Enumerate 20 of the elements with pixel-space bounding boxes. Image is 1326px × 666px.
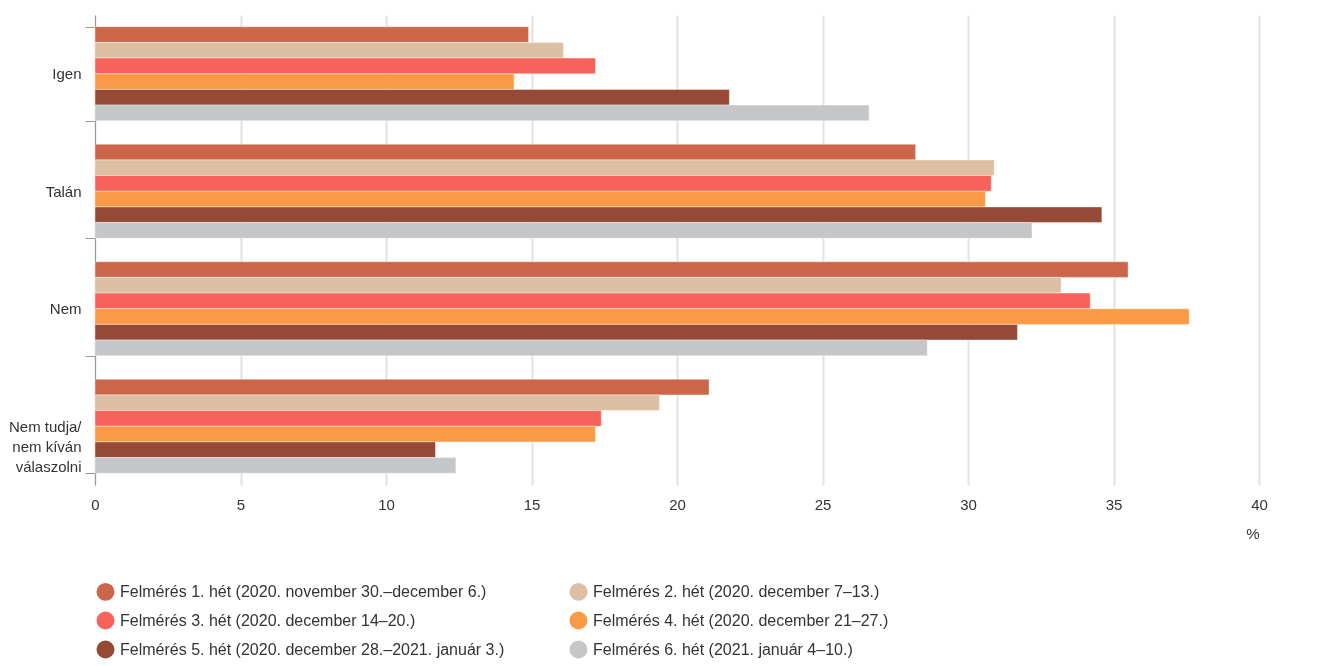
x-tick-label: 40 (1251, 495, 1268, 513)
y-tick-label: Nem (49, 300, 82, 318)
legend-label: Felmérés 2. hét (2020. december 7–13.) (593, 582, 880, 600)
x-tick-label: 25 (814, 495, 832, 513)
legend-label: Felmérés 3. hét (2020. december 14–20.) (120, 611, 416, 629)
x-tick-label: 0 (91, 495, 100, 513)
legend-label: Felmérés 4. hét (2020. december 21–27.) (593, 611, 889, 629)
x-tick-label: 15 (523, 495, 541, 513)
x-tick-label: 20 (669, 495, 686, 513)
y-tick-label: Nem tudja/ nem kíván válaszolni (8, 417, 83, 475)
y-tick-label: Igen (52, 65, 82, 83)
x-tick-label: 5 (236, 495, 246, 513)
x-tick-label: 30 (960, 495, 977, 513)
x-tick-label: 35 (1105, 495, 1123, 513)
legend-label: Felmérés 5. hét (2020. december 28.–2021. január 3.) (120, 640, 505, 658)
x-tick-label: 10 (378, 495, 395, 513)
x-axis-title: % (1246, 524, 1260, 542)
legend-label: Felmérés 1. hét (2020. november 30.–december 6.) (120, 582, 487, 600)
legend-label: Felmérés 6. hét (2021. január 4–10.) (593, 640, 853, 658)
y-tick-label: Talán (45, 182, 82, 200)
